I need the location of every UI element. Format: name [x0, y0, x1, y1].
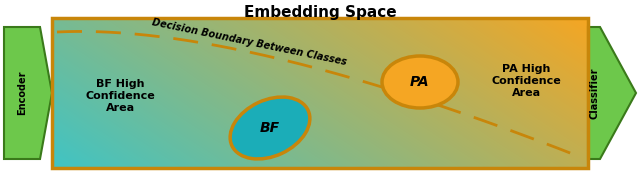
Text: Classifier: Classifier [589, 67, 599, 119]
Text: Decision Boundary Between Classes: Decision Boundary Between Classes [151, 17, 348, 67]
Text: Embedding Space: Embedding Space [244, 4, 396, 20]
Polygon shape [588, 27, 636, 159]
Text: BF: BF [260, 121, 280, 135]
Text: PA: PA [410, 75, 430, 89]
Ellipse shape [382, 56, 458, 108]
Ellipse shape [230, 97, 310, 159]
Text: Encoder: Encoder [17, 71, 27, 115]
Bar [52, 18, 588, 168]
Text: PA High
Confidence
Area: PA High Confidence Area [491, 64, 561, 98]
Text: BF High
Confidence
Area: BF High Confidence Area [85, 79, 155, 113]
Polygon shape [4, 27, 52, 159]
